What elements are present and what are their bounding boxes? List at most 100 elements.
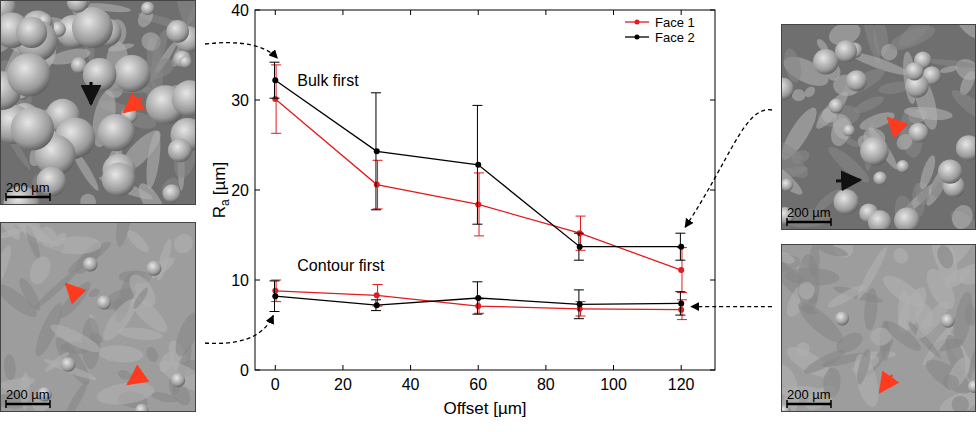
texture <box>794 340 813 359</box>
y-tick <box>255 280 260 281</box>
particle <box>938 159 962 183</box>
texture <box>171 309 196 359</box>
error-bar-cap <box>373 208 383 209</box>
error-bar-cap <box>269 62 279 63</box>
texture <box>956 260 976 288</box>
particle <box>166 20 189 43</box>
particle <box>909 123 929 143</box>
particle <box>860 137 889 166</box>
texture <box>3 354 17 380</box>
error-bar-cap <box>472 281 482 282</box>
legend-marker <box>635 20 640 25</box>
image-frame <box>782 245 976 412</box>
y-axis-title: Ra[µm] <box>210 162 232 218</box>
particle <box>113 55 150 92</box>
error-bar-cap <box>677 299 687 300</box>
error-bar <box>677 300 687 320</box>
data-point <box>678 300 684 306</box>
error-bar-cap <box>576 316 586 317</box>
y-axis-title-unit: [µm] <box>210 162 229 195</box>
texture <box>77 191 98 205</box>
scale-bar-label: 200 µm <box>6 180 50 195</box>
texture <box>124 227 152 255</box>
x-tick-label: 120 <box>668 376 695 393</box>
error-bar <box>574 290 584 319</box>
particle <box>813 49 838 74</box>
texture <box>26 253 55 287</box>
legend-marker <box>635 35 640 40</box>
y-tick <box>710 280 715 281</box>
texture <box>939 64 958 74</box>
legend-label: Face 1 <box>655 15 695 30</box>
x-tick <box>478 10 479 15</box>
particle <box>141 2 154 15</box>
data-point <box>374 302 380 308</box>
error-bar-cap <box>574 318 584 319</box>
texture <box>117 368 133 381</box>
x-tick-label: 100 <box>600 376 627 393</box>
indicator-arrow <box>836 180 860 181</box>
x-tick <box>342 365 343 370</box>
indicator-arrow <box>880 375 892 392</box>
error-bar-cap <box>576 216 586 217</box>
texture <box>809 245 820 277</box>
connector-arrow <box>685 110 772 228</box>
particle <box>146 261 161 276</box>
error-bar-cap <box>472 105 482 106</box>
error-bar-cap <box>675 233 685 234</box>
x-tick <box>410 365 411 370</box>
error-bar-cap <box>576 250 586 251</box>
error-bar <box>371 93 381 210</box>
scale-bar-label: 200 µm <box>787 205 831 220</box>
error-bar-cap <box>371 209 381 210</box>
y-axis-title-subscript: a <box>218 199 232 206</box>
series-line <box>275 99 681 270</box>
texture <box>798 281 816 300</box>
particle <box>7 53 50 96</box>
texture <box>887 24 938 55</box>
error-bar <box>474 299 484 313</box>
texture <box>144 130 163 189</box>
texture <box>95 379 156 407</box>
connector-arrow <box>205 43 277 59</box>
x-axis-title: Offset [µm] <box>443 399 526 418</box>
y-tick-label: 30 <box>231 92 249 109</box>
texture <box>781 155 806 199</box>
data-point <box>374 182 380 188</box>
texture <box>145 55 177 83</box>
scale-bar <box>787 403 831 406</box>
texture <box>917 154 938 191</box>
data-point <box>272 77 278 83</box>
particle <box>179 56 192 69</box>
texture <box>930 180 944 198</box>
indicator-arrow <box>128 374 142 384</box>
texture <box>949 202 976 230</box>
error-bar-cap <box>675 291 685 292</box>
y-tick <box>255 100 260 101</box>
texture <box>170 230 196 257</box>
y-tick <box>255 190 260 191</box>
particle <box>171 373 185 387</box>
error-bar-cap <box>271 301 281 302</box>
error-bar-cap <box>574 260 584 261</box>
particle <box>781 405 791 412</box>
particle <box>868 210 891 230</box>
error-bar-cap <box>677 292 687 293</box>
error-bar <box>677 248 687 293</box>
scale-bar-label: 200 µm <box>787 387 831 402</box>
data-point <box>678 267 684 273</box>
data-point <box>475 201 481 207</box>
texture <box>941 372 962 392</box>
particle <box>168 138 192 162</box>
group-label: Contour first <box>297 257 385 274</box>
data-layer <box>269 62 686 319</box>
scale-bar <box>6 403 50 406</box>
texture <box>852 93 886 116</box>
y-tick <box>710 190 715 191</box>
error-bar-cap <box>269 280 279 281</box>
data-point <box>272 96 278 102</box>
error-bar <box>271 65 281 133</box>
particle <box>905 62 923 80</box>
error-bar <box>675 233 685 260</box>
label-patch <box>295 71 361 90</box>
